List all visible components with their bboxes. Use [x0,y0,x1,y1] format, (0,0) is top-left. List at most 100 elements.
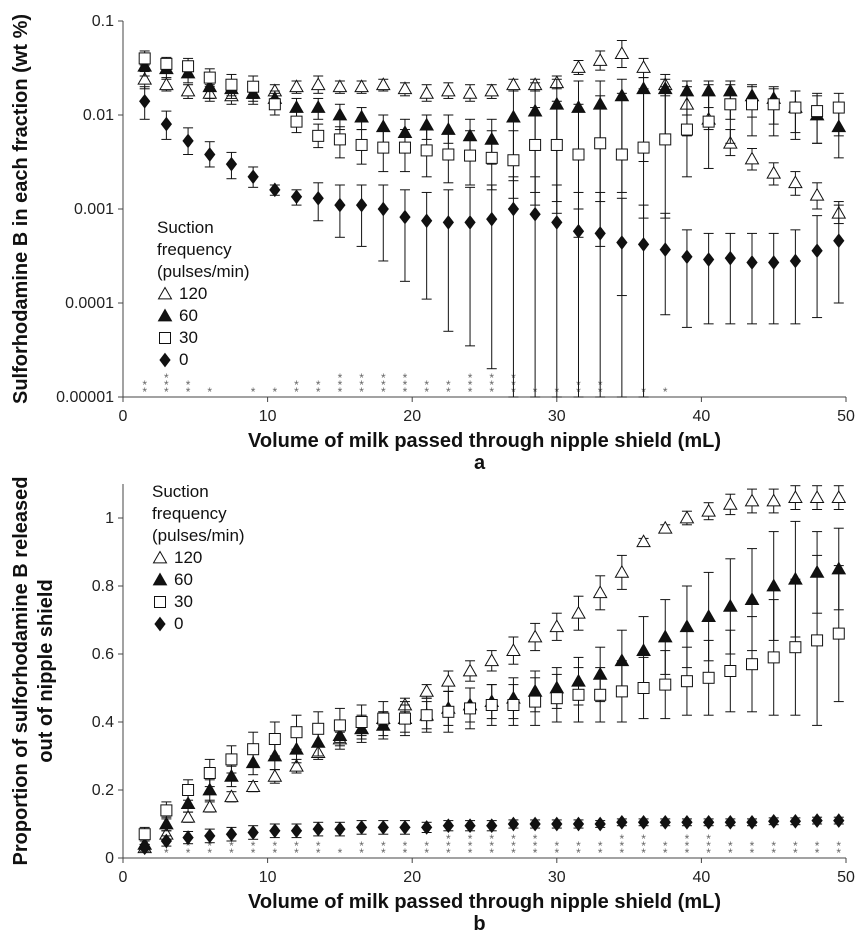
significance-star: * [338,385,343,399]
legend-title-line: Suction [157,218,214,237]
significance-star: * [272,839,277,853]
data-point-triangle [157,286,173,300]
significance-star: * [207,385,212,399]
data-point-square [247,80,260,93]
data-point-diamond [159,352,171,368]
data-point-square [485,151,498,164]
data-point-diamond [225,156,238,172]
data-point-triangle [440,83,456,97]
data-point-triangle [809,490,825,503]
series-0 [139,813,845,856]
data-point-triangle [310,77,326,91]
data-point-diamond [182,133,194,149]
significance-star: * [359,839,364,853]
data-point-triangle [484,653,500,667]
chart-panel-a: 0 10 20 30 40 50 0.00001 0.0001 0.001 0.01 0.1 Volu… [10,13,855,474]
data-point-triangle [744,592,760,605]
data-point-square [398,141,411,154]
data-point-square [680,123,693,136]
data-point-diamond [154,616,166,632]
data-point-diamond [421,213,433,229]
data-point-square [485,699,498,711]
data-point-triangle [224,768,239,782]
significance-star: * [533,839,538,853]
significance-star: * [836,839,841,853]
significance-star: * [663,385,668,399]
data-point-square [268,733,281,745]
data-point-triangle [375,77,391,91]
legend-entry-label: 0 [179,350,188,369]
x-tick-label: 50 [837,869,855,886]
data-point-diamond [551,816,563,832]
data-point-diamond [789,253,802,269]
significance-star: * [468,839,473,853]
significance-star: * [424,378,429,392]
data-point-diamond [464,215,476,230]
y-axis-label: Sulforhodamine B in each fraction (wt %) [10,14,32,404]
data-point-diamond [681,814,693,830]
data-point-diamond [507,201,520,217]
data-point-triangle [152,550,168,564]
significance-star: * [468,371,473,385]
data-point-triangle [397,81,413,95]
data-point-triangle [657,629,673,643]
data-point-square [550,692,563,705]
significance-star: * [489,378,494,392]
data-point-diamond [269,182,281,198]
significance-star: * [511,846,516,860]
data-point-diamond [702,252,715,267]
y-tick-label: 1 [105,510,114,527]
significance-star: * [446,839,451,853]
data-point-diamond [290,189,303,205]
data-point-square [832,627,845,640]
data-point-diamond [551,215,563,230]
significance-star: * [403,378,408,392]
significance-star: * [815,839,820,853]
data-point-square [225,753,238,766]
data-point-diamond [529,206,541,222]
data-point-diamond [377,820,389,835]
series-30 [138,554,845,842]
data-point-square [789,641,802,654]
data-point-diamond [637,814,650,830]
data-point-triangle [440,673,456,687]
data-point-diamond [833,233,845,249]
significance-star: * [771,846,776,860]
legend-entry-label: 30 [179,328,198,347]
significance-star: * [685,832,690,846]
data-point-triangle [679,510,695,524]
data-point-diamond [464,818,476,834]
significance-star: * [620,832,625,846]
significance-star: * [359,385,364,399]
significance-star: * [663,839,668,853]
data-point-square [529,695,542,708]
data-point-square [377,141,390,154]
data-point-triangle [354,109,369,123]
data-point-square [659,678,672,691]
data-point-triangle [766,493,782,507]
y-tick-label: 0.8 [92,578,114,595]
significance-star: * [728,839,733,853]
data-point-diamond [355,197,368,213]
data-point-triangle [679,619,695,633]
data-point-triangle [788,175,803,189]
data-point-square [420,709,433,722]
y-tick-label: 0.00001 [56,389,114,406]
data-point-square [832,101,845,114]
legend-title-line: (pulses/min) [152,526,245,545]
significance-star: * [142,385,147,399]
data-point-square [333,133,346,146]
significance-star: * [359,846,364,860]
data-point-triangle [354,79,369,93]
x-tick-label: 30 [548,408,566,425]
significance-star: * [186,378,191,392]
significance-star: * [403,839,408,853]
data-point-square [615,685,628,698]
data-point-diamond [355,820,368,835]
data-point-square [789,101,802,114]
data-point-triangle [592,52,608,66]
data-point-diamond [421,820,433,835]
x-tick-label: 20 [403,869,421,886]
significance-star: * [424,839,429,853]
data-point-diamond [139,840,151,856]
